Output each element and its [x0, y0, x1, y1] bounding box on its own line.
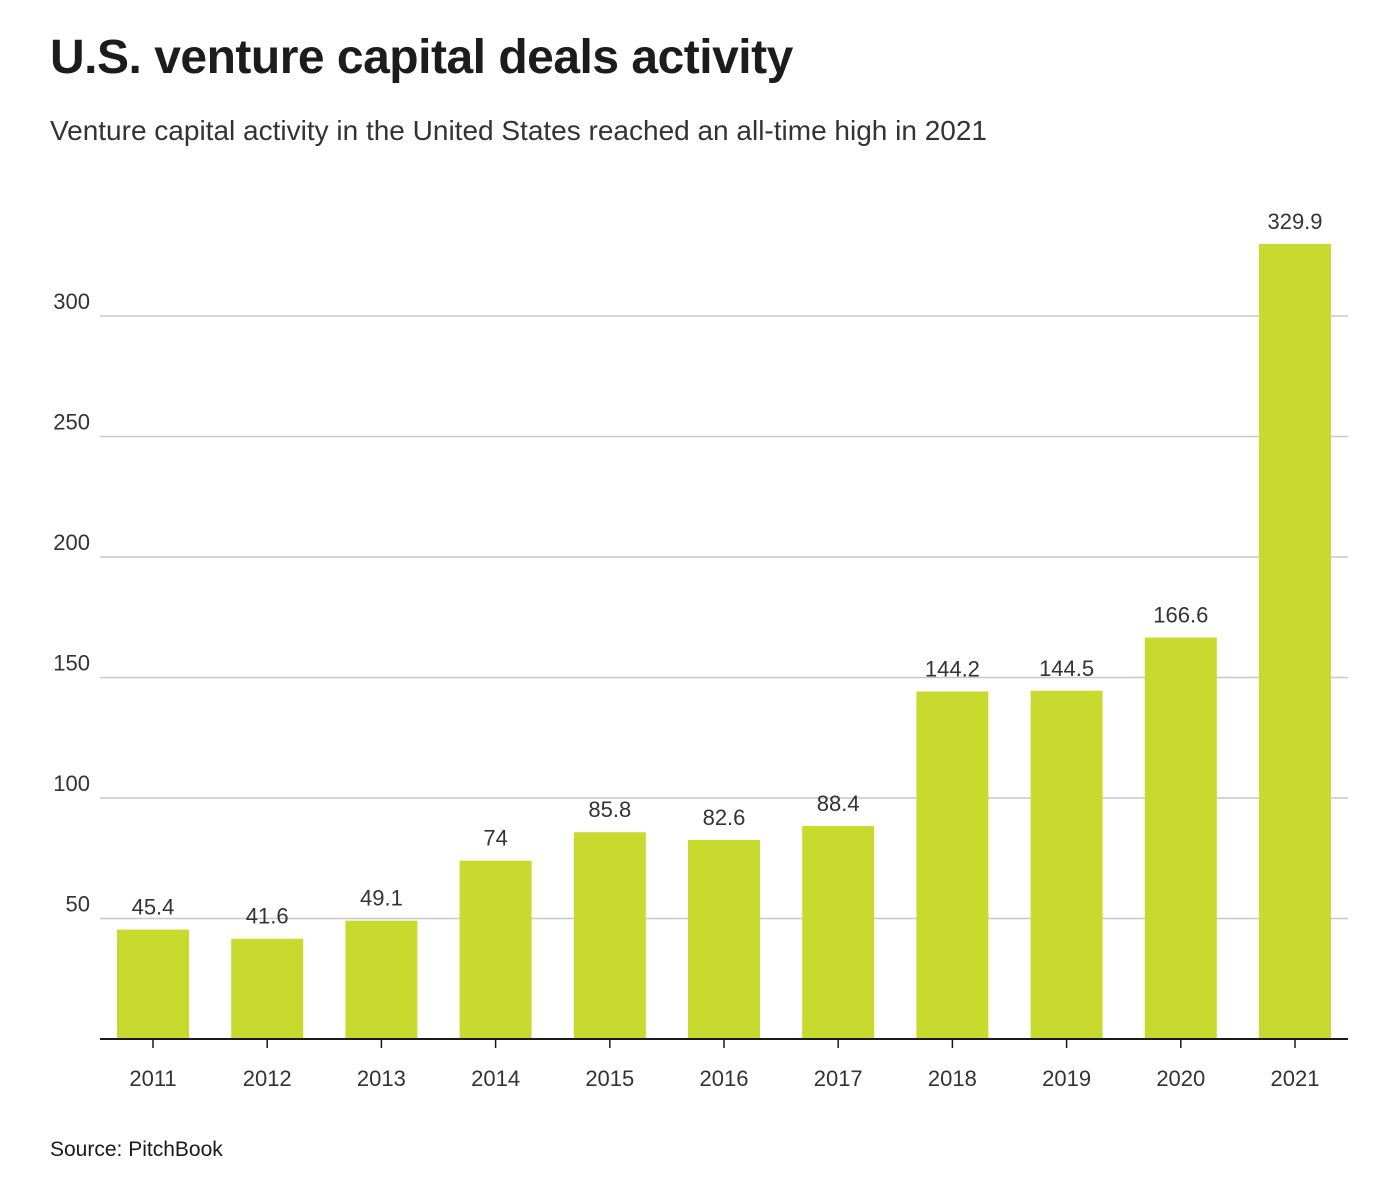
- data-labels: 45.4 41.6 49.1 74 85.8 82.6 88.4 144.2 144.5 166.…: [132, 209, 1323, 929]
- x-tick-label: 2011: [129, 1066, 176, 1091]
- y-tick-label: 250: [53, 410, 90, 435]
- x-tick-label: 2020: [1156, 1066, 1205, 1091]
- bar-2014: [459, 860, 532, 1039]
- y-tick-label: 300: [53, 289, 90, 314]
- source-note: Source: PitchBook: [50, 1138, 223, 1161]
- bar-2012: [231, 938, 304, 1039]
- data-label: 45.4: [132, 895, 175, 920]
- data-label: 74: [483, 826, 507, 851]
- bar-2021: [1259, 243, 1331, 1040]
- data-label: 144.5: [1039, 656, 1094, 681]
- chart-subtitle: Venture capital activity in the United S…: [50, 115, 988, 146]
- x-tick-label: 2012: [243, 1066, 292, 1091]
- chart-title: U.S. venture capital deals activity: [50, 31, 793, 84]
- data-label: 49.1: [360, 886, 403, 911]
- data-label: 82.6: [703, 805, 746, 830]
- x-tick-label: 2013: [357, 1066, 406, 1091]
- data-label: 85.8: [588, 797, 631, 822]
- data-label: 88.4: [817, 791, 860, 816]
- data-label: 166.6: [1153, 602, 1208, 627]
- data-label: 329.9: [1267, 209, 1322, 234]
- x-tick-label: 2021: [1271, 1066, 1320, 1091]
- data-label: 144.2: [925, 656, 980, 681]
- y-tick-label: 200: [53, 530, 90, 555]
- x-tick-label: 2014: [471, 1066, 520, 1091]
- bar-2011: [117, 929, 189, 1039]
- bar-2016: [688, 839, 760, 1039]
- x-tick-label: 2015: [585, 1066, 634, 1091]
- bars: [117, 243, 1331, 1040]
- x-tick-label: 2018: [928, 1066, 977, 1091]
- bar-2017: [802, 825, 875, 1039]
- bar-2019: [1030, 690, 1103, 1039]
- bar-2015: [573, 832, 646, 1039]
- x-tick-label: 2019: [1042, 1066, 1091, 1091]
- x-tick-label: 2016: [700, 1066, 749, 1091]
- bar-chart: 50 100 150 200 250 300 45.4 41.6 49.1 74 85.8 82.6…: [53, 209, 1348, 1091]
- data-label: 41.6: [246, 904, 289, 929]
- bar-2020: [1144, 637, 1217, 1039]
- bar-2013: [345, 920, 418, 1039]
- x-axis-ticks: 2011 2012 2013 2014 2015 2016 2017 2018 2019 2020…: [129, 1039, 1319, 1091]
- y-axis-ticks: 50 100 150 200 250 300: [53, 289, 90, 917]
- y-tick-label: 150: [53, 651, 90, 676]
- x-tick-label: 2017: [814, 1066, 863, 1091]
- bar-2018: [916, 691, 989, 1039]
- y-tick-label: 100: [53, 771, 90, 796]
- y-tick-label: 50: [66, 892, 90, 917]
